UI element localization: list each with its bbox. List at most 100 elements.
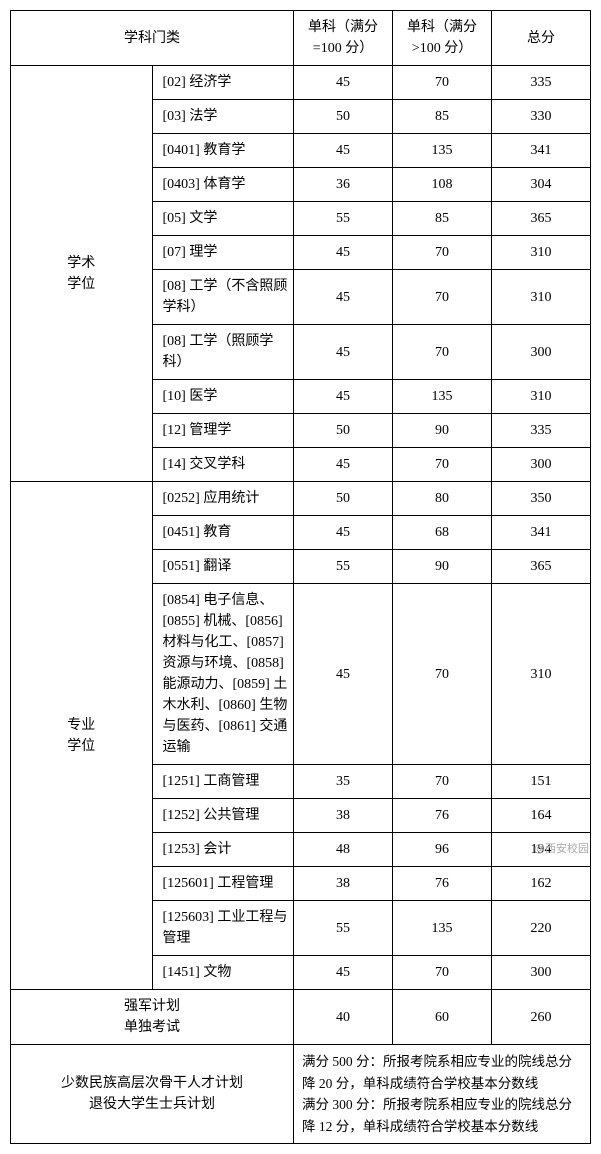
table-row: 专业学位 [0252] 应用统计 50 80 350 [11, 482, 591, 516]
subject-cell: [08] 工学（照顾学科） [152, 325, 294, 380]
header-single-100: 单科（满分=100 分） [294, 11, 393, 66]
score-cell: 85 [393, 100, 492, 134]
subject-cell: [125601] 工程管理 [152, 867, 294, 901]
note-row: 少数民族高层次骨干人才计划退役大学生士兵计划 满分 500 分：所报考院系相应专… [11, 1045, 591, 1144]
table-row: 学术学位 [02] 经济学 45 70 335 [11, 66, 591, 100]
header-single-gt100: 单科（满分>100 分） [393, 11, 492, 66]
score-cell: 50 [294, 100, 393, 134]
score-cell: 45 [294, 956, 393, 990]
score-cell: 55 [294, 550, 393, 584]
score-cell: 70 [393, 66, 492, 100]
score-cell: 40 [294, 990, 393, 1045]
score-cell: 335 [492, 414, 591, 448]
score-cell: 135 [393, 134, 492, 168]
watermark: @西安校园 [534, 840, 589, 856]
score-cell: 260 [492, 990, 591, 1045]
score-cell: 36 [294, 168, 393, 202]
header-total: 总分 [492, 11, 591, 66]
subject-cell: [0451] 教育 [152, 516, 294, 550]
score-cell: 341 [492, 134, 591, 168]
score-table: 学科门类 单科（满分=100 分） 单科（满分>100 分） 总分 学术学位 [… [10, 10, 591, 1144]
score-cell: 38 [294, 799, 393, 833]
subject-cell: [125603] 工业工程与管理 [152, 901, 294, 956]
subject-cell: [1451] 文物 [152, 956, 294, 990]
score-cell: 365 [492, 550, 591, 584]
score-cell: 310 [492, 380, 591, 414]
subject-cell: [14] 交叉学科 [152, 448, 294, 482]
score-cell: 90 [393, 550, 492, 584]
header-subject: 学科门类 [11, 11, 294, 66]
subject-cell: [1253] 会计 [152, 833, 294, 867]
subject-cell: [0551] 翻译 [152, 550, 294, 584]
subject-cell: [1251] 工商管理 [152, 765, 294, 799]
header-row: 学科门类 单科（满分=100 分） 单科（满分>100 分） 总分 [11, 11, 591, 66]
score-cell: 70 [393, 584, 492, 765]
score-cell: 300 [492, 325, 591, 380]
score-cell: 365 [492, 202, 591, 236]
score-cell: 60 [393, 990, 492, 1045]
score-cell: 35 [294, 765, 393, 799]
subject-cell: [07] 理学 [152, 236, 294, 270]
score-cell: 45 [294, 270, 393, 325]
score-cell: 50 [294, 482, 393, 516]
score-cell: 45 [294, 134, 393, 168]
score-cell: 48 [294, 833, 393, 867]
score-cell: 38 [294, 867, 393, 901]
score-cell: 45 [294, 584, 393, 765]
score-cell: 310 [492, 270, 591, 325]
subject-cell: [03] 法学 [152, 100, 294, 134]
subject-cell: [0252] 应用统计 [152, 482, 294, 516]
score-cell: 45 [294, 325, 393, 380]
score-cell: 55 [294, 901, 393, 956]
score-cell: 55 [294, 202, 393, 236]
note-text: 满分 500 分：所报考院系相应专业的院线总分降 20 分，单科成绩符合学校基本… [294, 1045, 591, 1144]
score-cell: 45 [294, 380, 393, 414]
score-cell: 45 [294, 66, 393, 100]
subject-cell: [08] 工学（不含照顾学科） [152, 270, 294, 325]
score-cell: 45 [294, 516, 393, 550]
score-cell: 70 [393, 765, 492, 799]
score-cell: 85 [393, 202, 492, 236]
score-cell: 151 [492, 765, 591, 799]
score-cell: 310 [492, 584, 591, 765]
score-cell: 96 [393, 833, 492, 867]
score-cell: 164 [492, 799, 591, 833]
score-cell: 70 [393, 956, 492, 990]
score-cell: 68 [393, 516, 492, 550]
score-cell: 90 [393, 414, 492, 448]
score-cell: 220 [492, 901, 591, 956]
score-cell: 45 [294, 448, 393, 482]
score-cell: 50 [294, 414, 393, 448]
score-cell: 80 [393, 482, 492, 516]
subject-cell: [02] 经济学 [152, 66, 294, 100]
group-professional: 专业学位 [11, 482, 153, 990]
score-cell: 304 [492, 168, 591, 202]
score-cell: 45 [294, 236, 393, 270]
score-cell: 135 [393, 901, 492, 956]
note-label: 少数民族高层次骨干人才计划退役大学生士兵计划 [11, 1045, 294, 1144]
score-cell: 70 [393, 236, 492, 270]
score-cell: 300 [492, 448, 591, 482]
subject-cell: [0401] 教育学 [152, 134, 294, 168]
score-cell: 341 [492, 516, 591, 550]
subject-cell: [1252] 公共管理 [152, 799, 294, 833]
score-cell: 70 [393, 270, 492, 325]
score-cell: 70 [393, 325, 492, 380]
score-cell: 76 [393, 867, 492, 901]
score-cell: 310 [492, 236, 591, 270]
score-cell: 300 [492, 956, 591, 990]
special-label: 强军计划单独考试 [11, 990, 294, 1045]
special-row: 强军计划单独考试 40 60 260 [11, 990, 591, 1045]
group-academic: 学术学位 [11, 66, 153, 482]
score-cell: 76 [393, 799, 492, 833]
score-cell: 70 [393, 448, 492, 482]
score-cell: 330 [492, 100, 591, 134]
subject-cell: [10] 医学 [152, 380, 294, 414]
subject-cell: [12] 管理学 [152, 414, 294, 448]
score-cell: 350 [492, 482, 591, 516]
subject-cell: [0403] 体育学 [152, 168, 294, 202]
subject-cell: [05] 文学 [152, 202, 294, 236]
score-cell: 108 [393, 168, 492, 202]
score-cell: 162 [492, 867, 591, 901]
score-cell: 135 [393, 380, 492, 414]
